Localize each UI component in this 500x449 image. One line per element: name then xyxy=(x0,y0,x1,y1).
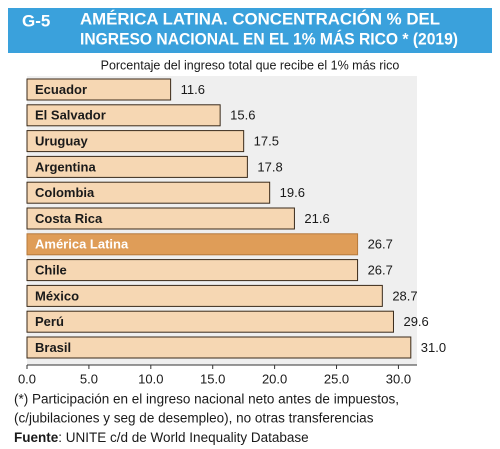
bar xyxy=(26,207,295,230)
category-label: Costa Rica xyxy=(35,211,103,226)
value-label: 29.6 xyxy=(403,314,428,329)
category-label: México xyxy=(35,288,79,303)
note: (*) Participación en el ingreso nacional… xyxy=(14,392,399,407)
x-tick-label: 30.0 xyxy=(386,371,411,386)
chart-title: AMÉRICA LATINA. CONCENTRACIÓN % DEL xyxy=(80,9,440,28)
bar xyxy=(26,259,359,282)
value-label: 26.7 xyxy=(368,237,393,252)
category-label: Argentina xyxy=(35,159,96,174)
source: Fuente: UNITE c/d de World Inequality Da… xyxy=(14,430,309,445)
category-label: Brasil xyxy=(35,340,71,355)
bar xyxy=(26,181,271,204)
category-label: Uruguay xyxy=(35,134,89,149)
value-label: 26.7 xyxy=(368,263,393,278)
bar xyxy=(26,104,221,127)
value-label: 19.6 xyxy=(280,185,305,200)
source-text: : UNITE c/d de World Inequality Database xyxy=(58,430,308,445)
bar xyxy=(26,78,172,101)
category-label: Ecuador xyxy=(35,82,87,97)
bar xyxy=(26,233,359,256)
value-label: 17.8 xyxy=(257,159,282,174)
category-label: Chile xyxy=(35,263,67,278)
category-label: América Latina xyxy=(35,237,129,252)
value-label: 28.7 xyxy=(392,288,417,303)
subtitle: Porcentaje del ingreso total que recibe … xyxy=(101,58,400,72)
value-label: 15.6 xyxy=(230,108,255,123)
x-tick-label: 10.0 xyxy=(138,371,163,386)
header-band xyxy=(8,8,492,53)
x-tick-label: 5.0 xyxy=(80,371,98,386)
x-tick-label: 15.0 xyxy=(200,371,225,386)
bar xyxy=(26,310,394,333)
category-label: El Salvador xyxy=(35,108,106,123)
category-label: Perú xyxy=(35,314,64,329)
chart-title: INGRESO NACIONAL EN EL 1% MÁS RICO * (20… xyxy=(80,29,458,48)
bar xyxy=(26,155,248,178)
bar xyxy=(26,336,412,359)
bar xyxy=(26,130,245,153)
x-tick-label: 20.0 xyxy=(262,371,287,386)
category-label: Colombia xyxy=(35,185,95,200)
value-label: 31.0 xyxy=(421,340,446,355)
chart-number: G-5 xyxy=(22,11,50,30)
source-label: Fuente xyxy=(14,430,59,445)
bar xyxy=(26,284,383,307)
note: (c/jubilaciones y seg de desempleo), no … xyxy=(14,411,374,426)
value-label: 21.6 xyxy=(304,211,329,226)
value-label: 11.6 xyxy=(181,82,205,97)
value-label: 17.5 xyxy=(254,134,279,149)
x-tick-label: 25.0 xyxy=(324,371,349,386)
x-tick-label: 0.0 xyxy=(18,371,36,386)
